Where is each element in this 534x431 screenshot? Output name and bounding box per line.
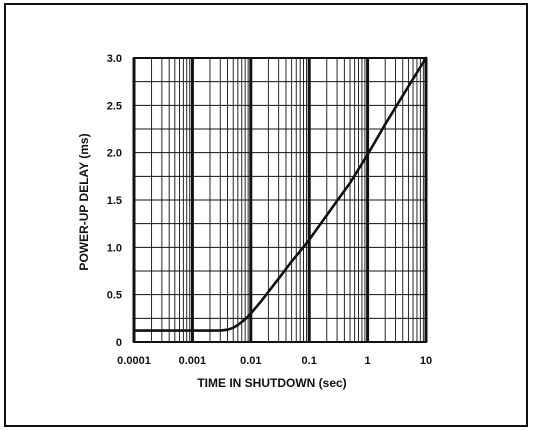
x-tick-label: 0.01 [240,355,261,367]
x-tick-label: 0.1 [302,355,317,367]
y-tick-label: 2.0 [107,148,122,160]
y-tick-label: 0 [116,337,122,349]
x-axis-label: TIME IN SHUTDOWN (sec) [197,376,346,390]
y-tick-label: 1.5 [107,195,122,207]
y-tick-label: 3.0 [107,53,122,65]
tick-labels: 0.0001 0.001 0.01 0.1 1 10 0 0.5 1.0 1.5 2.0 2.5 3.0 [107,53,432,367]
major-grid [132,57,428,343]
x-tick-label: 0.001 [179,355,207,367]
y-axis-label: POWER-UP DELAY (ms) [77,133,91,270]
y-tick-label: 0.5 [107,290,122,302]
x-tick-label: 10 [420,355,432,367]
data-series-line [132,56,428,332]
curve-layer [132,56,428,332]
y-tick-label: 1.0 [107,242,122,254]
x-tick-label: 1 [365,355,371,367]
plot-border [133,57,427,343]
chart-frame [4,3,528,427]
x-tick-label: 0.0001 [117,355,151,367]
y-tick-label: 2.5 [107,100,122,112]
